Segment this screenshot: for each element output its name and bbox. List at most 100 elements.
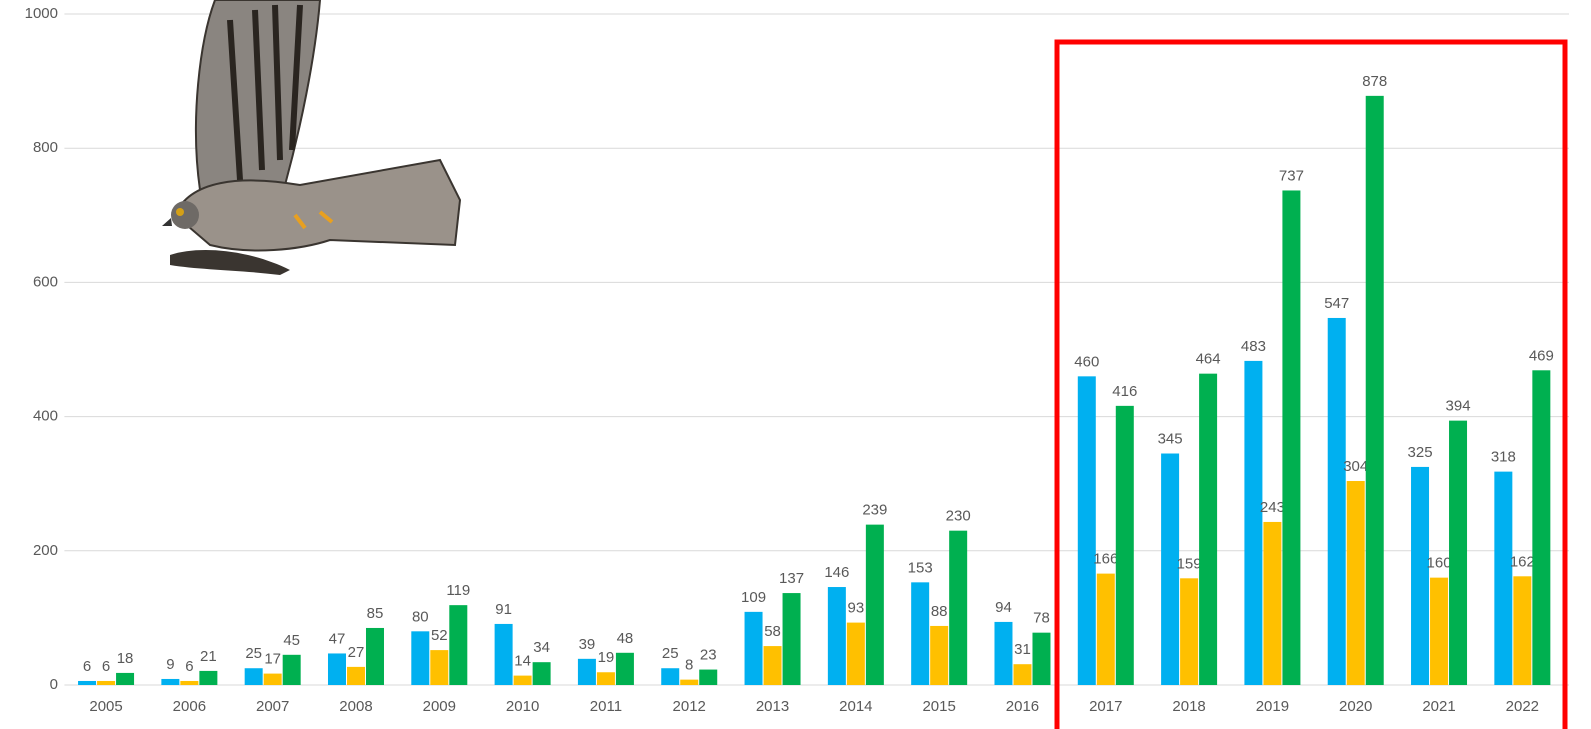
- x-tick-label: 2019: [1256, 698, 1289, 715]
- bar: [180, 680, 199, 685]
- bar: [680, 679, 699, 685]
- bar: [1513, 576, 1532, 685]
- bar: [1077, 376, 1096, 685]
- bar: [615, 652, 634, 685]
- x-tick-label: 2014: [839, 698, 872, 715]
- y-tick-label: 0: [50, 676, 58, 693]
- value-label: 25: [662, 645, 679, 662]
- x-tick-label: 2022: [1506, 698, 1539, 715]
- value-label: 21: [200, 648, 217, 665]
- bar: [1282, 190, 1301, 685]
- value-label: 80: [412, 608, 429, 625]
- bar: [411, 631, 430, 685]
- bar: [161, 678, 180, 685]
- bar: [1161, 453, 1180, 685]
- bar: [1013, 664, 1032, 685]
- value-label: 31: [1014, 641, 1031, 658]
- bar: [1365, 95, 1384, 685]
- value-label: 416: [1112, 383, 1137, 400]
- bar: [365, 627, 384, 685]
- value-label: 18: [117, 650, 134, 667]
- x-tick-label: 2017: [1089, 698, 1122, 715]
- bar: [282, 654, 301, 685]
- bar: [327, 653, 346, 685]
- bar: [532, 662, 551, 685]
- bar: [1199, 373, 1218, 685]
- bar: [1096, 573, 1115, 685]
- value-label: 17: [264, 651, 281, 668]
- value-label: 318: [1491, 449, 1516, 466]
- value-label: 162: [1510, 553, 1535, 570]
- bar: [430, 650, 449, 685]
- bar: [1430, 577, 1449, 685]
- bar: [1263, 521, 1282, 685]
- y-tick-label: 800: [33, 139, 58, 156]
- value-label: 91: [495, 601, 512, 618]
- y-tick-label: 200: [33, 542, 58, 559]
- value-label: 483: [1241, 338, 1266, 355]
- value-label: 6: [83, 658, 91, 675]
- value-label: 19: [598, 649, 615, 666]
- value-label: 52: [431, 627, 448, 644]
- bar: [865, 524, 884, 685]
- value-label: 878: [1362, 73, 1387, 90]
- bar: [1411, 466, 1430, 685]
- bar: [699, 669, 718, 685]
- bar: [1244, 360, 1263, 685]
- value-label: 166: [1093, 551, 1118, 568]
- highlight-box: [1054, 39, 1568, 729]
- value-label: 48: [617, 630, 634, 647]
- bar: [97, 680, 116, 685]
- x-tick-label: 2005: [89, 698, 122, 715]
- x-tick-label: 2013: [756, 698, 789, 715]
- x-tick-label: 2007: [256, 698, 289, 715]
- bar: [1532, 370, 1551, 685]
- bar: [494, 623, 513, 685]
- value-label: 9: [166, 656, 174, 673]
- value-label: 88: [931, 603, 948, 620]
- x-tick-label: 2008: [339, 698, 372, 715]
- bar: [1449, 420, 1468, 685]
- x-tick-label: 2012: [673, 698, 706, 715]
- y-tick-label: 600: [33, 273, 58, 290]
- value-label: 23: [700, 647, 717, 664]
- value-label: 469: [1529, 347, 1554, 364]
- bar: [346, 666, 365, 685]
- bar: [199, 670, 218, 685]
- bar: [263, 673, 282, 685]
- bar: [1032, 632, 1051, 685]
- value-label: 25: [245, 645, 262, 662]
- bar: [930, 625, 949, 685]
- x-tick-label: 2011: [590, 698, 622, 715]
- value-label: 239: [862, 502, 887, 519]
- bird-illustration: [162, 0, 462, 275]
- x-tick-label: 2016: [1006, 698, 1039, 715]
- bar: [596, 672, 615, 685]
- x-tick-label: 2006: [173, 698, 206, 715]
- value-label: 119: [446, 582, 470, 599]
- value-label: 153: [908, 559, 933, 576]
- value-label: 304: [1343, 458, 1368, 475]
- bar: [1180, 578, 1199, 685]
- y-tick-label: 400: [33, 408, 58, 425]
- value-label: 85: [367, 605, 384, 622]
- value-label: 45: [283, 632, 300, 649]
- bar: [116, 672, 135, 685]
- x-tick-label: 2020: [1339, 698, 1372, 715]
- value-label: 160: [1427, 555, 1452, 572]
- bar: [513, 675, 532, 685]
- value-label: 8: [685, 657, 693, 674]
- value-label: 159: [1177, 555, 1202, 572]
- value-label: 230: [946, 508, 971, 525]
- value-label: 547: [1324, 295, 1349, 312]
- value-label: 137: [779, 570, 804, 587]
- bar: [846, 622, 865, 685]
- bar: [1494, 471, 1513, 685]
- bar: [744, 611, 763, 685]
- value-label: 109: [741, 589, 766, 606]
- value-label: 6: [102, 658, 110, 675]
- bar: [1346, 481, 1365, 685]
- value-label: 39: [579, 636, 596, 653]
- y-tick-label: 1000: [25, 5, 58, 22]
